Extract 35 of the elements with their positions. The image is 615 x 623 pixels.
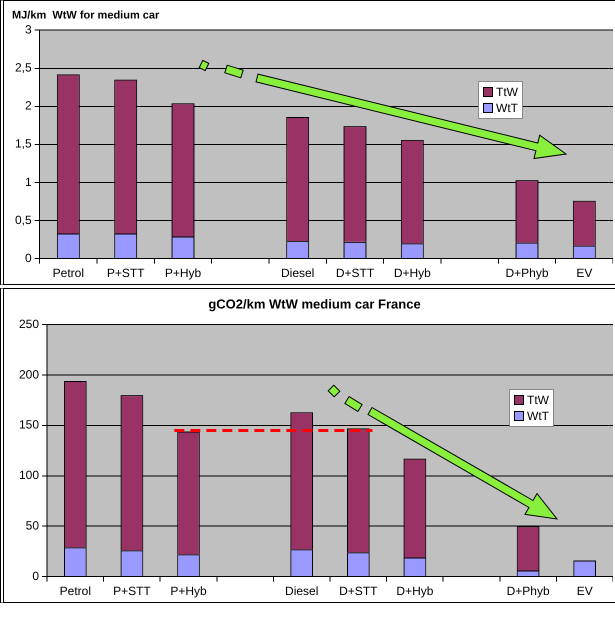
x-tick-label: EV: [576, 584, 593, 598]
y-tick-label: 1: [24, 174, 32, 189]
y-tick-label: 0: [24, 250, 32, 265]
x-tick-label: Diesel: [285, 584, 318, 598]
y-tick-label: 250: [18, 316, 40, 331]
y-tick-label: 100: [18, 468, 40, 482]
x-tick-label: P+Hyb: [170, 584, 208, 598]
x-tick-label: Diesel: [280, 266, 314, 280]
x-tick-label: Petrol: [52, 266, 84, 280]
y-tick-label: 2: [24, 98, 32, 113]
x-tick-label: D+STT: [336, 266, 375, 280]
x-tick-label: D+STT: [339, 584, 378, 598]
legend-label: TtW: [496, 84, 518, 100]
y-tick-label: 0,5: [14, 212, 32, 227]
chart-title: gCO2/km WtW medium car France: [208, 296, 421, 312]
x-tick-label: P+STT: [106, 266, 146, 280]
y-tick-label: 3: [24, 22, 32, 37]
legend-label: TtW: [527, 392, 549, 408]
x-tick-label: D+Hyb: [396, 584, 434, 598]
y-tick-label: 1,5: [14, 136, 32, 151]
x-tick-label: Petrol: [60, 584, 91, 598]
x-tick-label: P+Hyb: [164, 266, 202, 280]
y-tick-label: 0: [32, 568, 40, 583]
x-tick-label: D+Phyb: [505, 266, 549, 280]
legend-label: WtT: [527, 408, 549, 424]
x-tick-label: P+STT: [113, 584, 152, 598]
y-tick-label: 2,5: [14, 60, 32, 75]
chart-title: MJ/km WtW for medium car: [12, 10, 160, 22]
x-tick-label: EV: [576, 266, 592, 280]
y-tick-label: 200: [18, 367, 40, 382]
legend-label: WtT: [496, 100, 518, 116]
y-tick-label: 150: [18, 418, 40, 432]
y-tick-label: 50: [26, 518, 40, 533]
x-tick-label: D+Phyb: [506, 584, 550, 598]
x-tick-label: D+Hyb: [394, 266, 432, 280]
